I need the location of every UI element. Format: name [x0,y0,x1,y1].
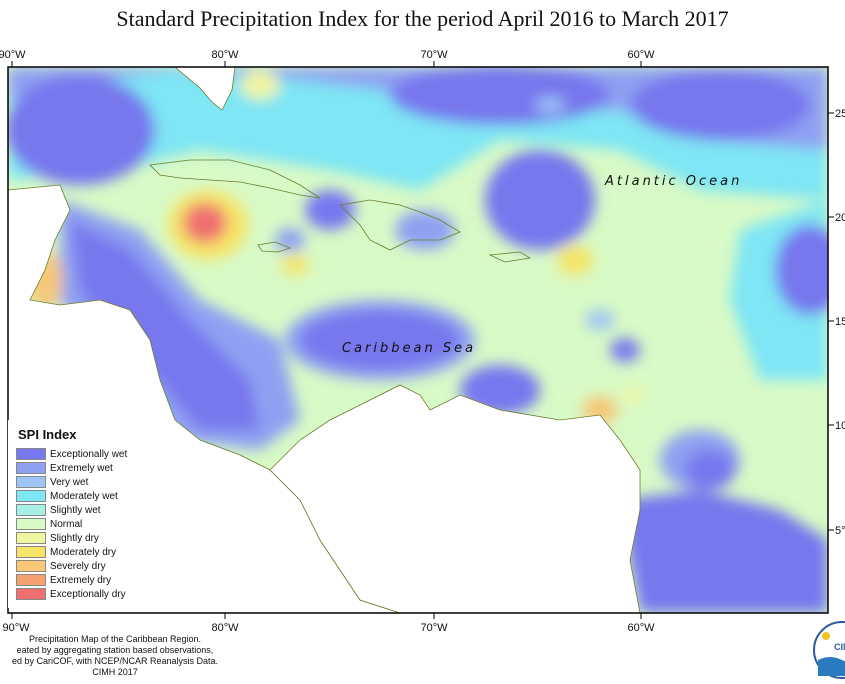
legend-label: Exceptionally wet [50,448,128,460]
legend-swatch [16,560,46,572]
legend-swatch [16,518,46,530]
credits-line-1: Precipitation Map of the Caribbean Regio… [28,634,202,644]
lon-label-top-60: 60°W [627,49,655,61]
legend-item: Very wet [16,475,127,489]
lon-label-bottom-60: 60°W [627,622,655,634]
lat-label-25: 25 [835,108,845,120]
credits-line-4: CIMH 2017 [92,667,138,677]
credits-line-2: eated by aggregating station based obser… [16,645,214,655]
map-credits: Precipitation Map of the Caribbean Regio… [0,634,230,678]
legend-label: Moderately dry [50,546,117,558]
lon-label-top-90: 90°W [0,49,26,61]
legend-items: Exceptionally wet Extremely wet Very wet Mo… [16,447,127,601]
lon-label-bottom-70: 70°W [420,622,448,634]
legend-label: Extremely dry [50,574,112,586]
legend-swatch [16,504,46,516]
legend-label: Severely dry [50,560,106,572]
legend-item: Extremely wet [16,461,127,475]
spi-legend: SPI Index Exceptionally wet Extremely wet… [8,420,154,608]
lat-label-20: 20 [835,212,845,224]
lon-label-top-80: 80°W [211,49,239,61]
lon-label-top-70: 70°W [420,49,448,61]
legend-swatch [16,476,46,488]
legend-label: Slightly wet [50,504,101,516]
legend-swatch [16,588,46,600]
legend-label: Slightly dry [50,532,99,544]
legend-swatch [16,448,46,460]
legend-swatch [16,546,46,558]
legend-item: Normal [16,517,127,531]
lon-label-bottom-90: 90°W [2,622,30,634]
legend-label: Normal [50,518,83,530]
legend-item: Exceptionally wet [16,447,127,461]
legend-swatch [16,532,46,544]
logo-text: CIM [834,642,845,652]
lat-label-15: 15 [835,316,845,328]
legend-item: Extremely dry [16,573,127,587]
caribbean-sea-label: Caribbean Sea [342,341,476,356]
lat-label-10: 10 [835,420,845,432]
legend-label: Exceptionally dry [50,588,126,600]
legend-swatch [16,490,46,502]
map-frame [7,66,829,614]
map-title: Standard Precipitation Index for the per… [116,6,729,31]
lon-label-bottom-80: 80°W [211,622,239,634]
legend-title: SPI Index [18,427,77,442]
atlantic-ocean-label: Atlantic Ocean [604,174,742,189]
axis-ticks [11,61,834,619]
legend-item: Slightly dry [16,531,127,545]
legend-label: Moderately wet [50,490,118,502]
lat-label-5: 5° [835,525,845,537]
legend-item: Moderately wet [16,489,127,503]
legend-item: Exceptionally dry [16,587,127,601]
legend-swatch [16,574,46,586]
cimh-logo: CIM [813,621,845,679]
legend-label: Extremely wet [50,462,113,474]
legend-label: Very wet [50,476,89,488]
credits-line-3: ed by CariCOF, with NCEP/NCAR Reanalysis… [11,656,219,666]
legend-item: Severely dry [16,559,127,573]
legend-swatch [16,462,46,474]
legend-item: Slightly wet [16,503,127,517]
legend-item: Moderately dry [16,545,127,559]
spi-field [8,67,828,613]
